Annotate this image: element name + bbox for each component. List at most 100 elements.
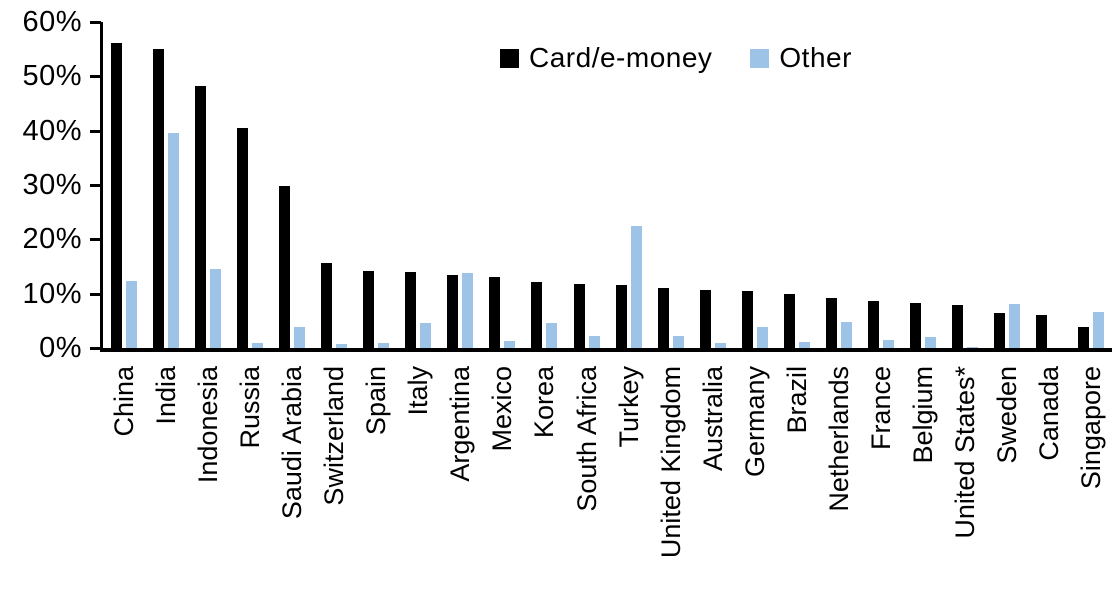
x-label-cell-sweden: Sweden bbox=[986, 360, 1028, 594]
x-label-cell-belgium: Belgium bbox=[902, 360, 944, 594]
bar-group-south-africa bbox=[566, 22, 608, 348]
y-tick-label-50: 50% bbox=[22, 60, 82, 93]
x-label-cell-russia: Russia bbox=[229, 360, 271, 594]
x-tick-label-russia: Russia bbox=[235, 366, 266, 449]
bar-other-italy bbox=[420, 323, 432, 348]
plot-area bbox=[103, 22, 1112, 348]
bar-other-mexico bbox=[504, 340, 516, 348]
bar-card-e-money-belgium bbox=[909, 303, 921, 348]
x-tick-label-indonesia: Indonesia bbox=[193, 366, 224, 484]
bar-card-e-money-germany bbox=[741, 290, 753, 348]
x-tick-label-france: France bbox=[865, 366, 896, 451]
x-axis-labels: China India Indonesia Russia Saudi Arabia Swi… bbox=[103, 360, 1112, 594]
bar-other-saudi-arabia bbox=[294, 326, 306, 348]
bar-other-russia bbox=[252, 342, 264, 348]
x-tick-label-germany: Germany bbox=[739, 366, 770, 478]
bar-card-e-money-united-kingdom bbox=[657, 288, 669, 348]
x-tick-label-switzerland: Switzerland bbox=[319, 366, 350, 506]
bar-card-e-money-turkey bbox=[615, 284, 627, 348]
x-tick-label-china: China bbox=[109, 366, 140, 437]
x-label-cell-indonesia: Indonesia bbox=[187, 360, 229, 594]
bar-card-e-money-switzerland bbox=[321, 263, 333, 348]
bar-other-belgium bbox=[924, 337, 936, 348]
bar-group-australia bbox=[692, 22, 734, 348]
x-tick-label-sweden: Sweden bbox=[992, 366, 1022, 464]
x-label-cell-brazil: Brazil bbox=[776, 360, 818, 594]
bar-other-indonesia bbox=[210, 269, 222, 348]
bar-other-south-africa bbox=[588, 335, 600, 348]
x-tick-label-spain: Spain bbox=[361, 366, 392, 436]
bar-other-switzerland bbox=[336, 343, 348, 348]
x-tick-label-canada: Canada bbox=[1034, 366, 1065, 461]
bar-card-e-money-australia bbox=[699, 289, 711, 348]
x-label-cell-canada: Canada bbox=[1028, 360, 1070, 594]
bar-other-spain bbox=[378, 342, 390, 348]
bar-group-spain bbox=[355, 22, 397, 348]
bar-other-korea bbox=[546, 323, 558, 348]
x-label-cell-india: India bbox=[145, 360, 187, 594]
bar-card-e-money-france bbox=[867, 301, 879, 348]
bar-card-e-money-canada bbox=[1036, 315, 1048, 348]
bar-group-mexico bbox=[481, 22, 523, 348]
bar-group-germany bbox=[734, 22, 776, 348]
y-tick-mark-0 bbox=[90, 347, 101, 350]
bar-group-sweden bbox=[986, 22, 1028, 348]
bar-card-e-money-mexico bbox=[489, 277, 501, 348]
bar-group-argentina bbox=[439, 22, 481, 348]
x-tick-label-mexico: Mexico bbox=[487, 366, 518, 452]
bar-other-argentina bbox=[462, 273, 474, 348]
x-label-cell-australia: Australia bbox=[692, 360, 734, 594]
bar-card-e-money-argentina bbox=[447, 275, 459, 348]
bar-group-belgium bbox=[902, 22, 944, 348]
bar-group-indonesia bbox=[187, 22, 229, 348]
bar-other-turkey bbox=[630, 225, 642, 348]
bar-card-e-money-indonesia bbox=[195, 86, 207, 348]
x-label-cell-france: France bbox=[860, 360, 902, 594]
bar-group-turkey bbox=[608, 22, 650, 348]
bar-group-saudi-arabia bbox=[271, 22, 313, 348]
bar-group-china bbox=[103, 22, 145, 348]
bar-group-france bbox=[860, 22, 902, 348]
y-tick-label-40: 40% bbox=[22, 114, 82, 147]
x-tick-label-singapore: Singapore bbox=[1076, 366, 1107, 490]
x-label-cell-spain: Spain bbox=[355, 360, 397, 594]
x-label-cell-germany: Germany bbox=[734, 360, 776, 594]
bar-card-e-money-sweden bbox=[994, 312, 1005, 348]
bar-group-netherlands bbox=[818, 22, 860, 348]
x-label-cell-united-kingdom: United Kingdom bbox=[650, 360, 692, 594]
x-label-cell-saudi-arabia: Saudi Arabia bbox=[271, 360, 313, 594]
bar-other-netherlands bbox=[840, 321, 852, 348]
x-label-cell-netherlands: Netherlands bbox=[818, 360, 860, 594]
bar-other-united-states bbox=[966, 346, 978, 348]
bar-card-e-money-united-states bbox=[951, 305, 963, 348]
y-tick-mark-30 bbox=[90, 184, 101, 187]
bar-card-e-money-china bbox=[111, 42, 123, 348]
x-label-cell-china: China bbox=[103, 360, 145, 594]
bar-group-russia bbox=[229, 22, 271, 348]
y-tick-label-60: 60% bbox=[22, 6, 82, 38]
x-tick-label-korea: Korea bbox=[529, 366, 560, 439]
bar-group-switzerland bbox=[313, 22, 355, 348]
x-tick-label-australia: Australia bbox=[697, 366, 728, 472]
legend-label-other: Other bbox=[779, 42, 852, 73]
bar-other-germany bbox=[756, 326, 768, 348]
y-tick-mark-20 bbox=[90, 238, 101, 242]
bar-card-e-money-russia bbox=[237, 127, 249, 348]
x-tick-label-italy: Italy bbox=[403, 366, 434, 416]
bar-group-singapore bbox=[1070, 22, 1112, 348]
y-tick-label-10: 10% bbox=[22, 277, 82, 310]
y-tick-mark-10 bbox=[90, 292, 101, 296]
bar-other-india bbox=[168, 132, 180, 348]
bar-card-e-money-india bbox=[153, 49, 165, 348]
bar-other-france bbox=[882, 339, 894, 348]
bar-card-e-money-korea bbox=[531, 281, 543, 348]
y-tick-label-30: 30% bbox=[22, 169, 82, 201]
y-axis-line bbox=[100, 22, 103, 352]
x-tick-label-netherlands: Netherlands bbox=[823, 366, 854, 512]
legend: Card/e-money Other bbox=[500, 44, 852, 72]
y-tick-mark-40 bbox=[90, 129, 101, 133]
x-tick-label-saudi-arabia: Saudi Arabia bbox=[277, 366, 308, 520]
bar-group-india bbox=[145, 22, 187, 348]
x-tick-label-brazil: Brazil bbox=[781, 366, 812, 434]
